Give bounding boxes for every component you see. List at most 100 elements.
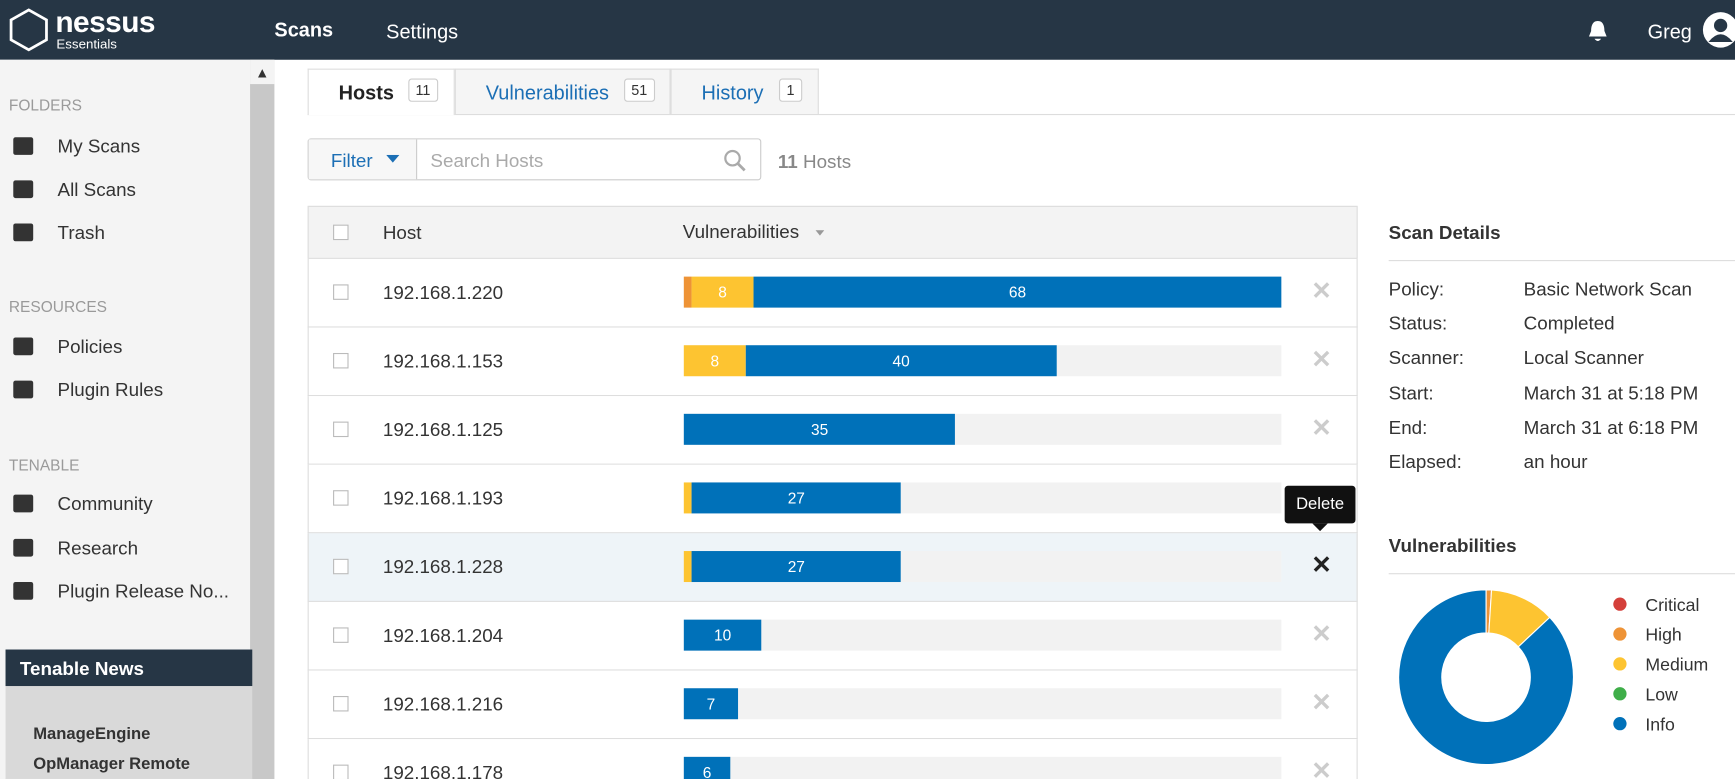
table-row[interactable]: 192.168.1.125 35 ✕	[307, 396, 1358, 465]
nav-item[interactable]: Plugin Rules	[57, 379, 164, 401]
nav-icon[interactable]	[13, 538, 34, 557]
column-vulns[interactable]: Vulnerabilities	[682, 221, 800, 243]
tab[interactable]: Hosts 11	[307, 68, 455, 116]
nav-icon[interactable]	[13, 137, 34, 155]
donut-chart: Critical High Medium Low Info	[1398, 589, 1708, 766]
row-checkbox[interactable]	[333, 284, 349, 300]
bar-segment[interactable]: 10	[683, 619, 762, 651]
nav-item[interactable]: Research	[57, 537, 139, 559]
host[interactable]: 192.168.1.153	[382, 350, 504, 372]
nav-icon[interactable]	[13, 380, 34, 399]
news-headline[interactable]: OpManager Remote	[33, 754, 190, 774]
detail-value: Basic Network Scan	[1523, 278, 1692, 300]
legend-dot	[1613, 627, 1627, 641]
table-row[interactable]: 192.168.1.204 10 ✕	[307, 601, 1358, 671]
nav-settings[interactable]: Settings	[386, 21, 459, 44]
user-name[interactable]: Greg	[1647, 21, 1692, 44]
brand: nessus	[55, 5, 155, 39]
row-checkbox[interactable]	[333, 490, 349, 506]
row-checkbox[interactable]	[333, 352, 349, 369]
bar-segment[interactable]: 8	[683, 345, 746, 377]
nav-icon[interactable]	[13, 337, 34, 356]
row-checkbox[interactable]	[333, 695, 349, 712]
nav-icon[interactable]	[13, 582, 34, 600]
tab-label[interactable]: History	[701, 81, 764, 105]
bar-segment[interactable]: 68	[753, 276, 1282, 308]
row-checkbox[interactable]	[333, 421, 349, 438]
bar-track: 7	[683, 688, 1282, 720]
delete-icon[interactable]: ✕	[1311, 756, 1332, 779]
host[interactable]: 192.168.1.228	[382, 556, 504, 578]
table-row[interactable]: 192.168.1.228 27 ✕	[307, 533, 1358, 602]
filter-button[interactable]	[308, 139, 418, 180]
row-checkbox[interactable]	[333, 558, 349, 575]
tooltip-arrow	[1312, 523, 1328, 532]
scroll-up[interactable]: ▲	[250, 59, 275, 85]
delete-icon[interactable]: ✕	[1311, 619, 1332, 648]
count: 11	[777, 151, 798, 173]
host[interactable]: 192.168.1.125	[382, 419, 504, 441]
news-title: Tenable News	[19, 658, 144, 680]
bar-segment[interactable]: 6	[683, 756, 731, 779]
tab-label[interactable]: Vulnerabilities	[485, 81, 610, 105]
column-host[interactable]: Host	[382, 222, 422, 244]
nav-icon[interactable]	[13, 223, 34, 242]
host[interactable]: 192.168.1.204	[382, 625, 504, 647]
row-checkbox[interactable]	[333, 627, 349, 643]
tab-label[interactable]: Hosts	[338, 81, 394, 105]
bar-segment[interactable]	[683, 551, 692, 583]
bar-segment[interactable]	[683, 482, 692, 514]
tooltip: Delete	[1284, 485, 1356, 524]
nav-item[interactable]: Trash	[57, 222, 105, 244]
rule	[1388, 573, 1735, 575]
bar-track: 35	[683, 413, 1282, 445]
nav-item[interactable]: Plugin Release No...	[57, 580, 230, 602]
table-row[interactable]: 192.168.1.178 6 ✕	[307, 739, 1358, 779]
host[interactable]: 192.168.1.216	[382, 693, 504, 715]
host[interactable]: 192.168.1.193	[382, 487, 504, 509]
bell-icon[interactable]	[1587, 19, 1609, 43]
search-input[interactable]: Search Hosts	[430, 150, 544, 172]
host[interactable]: 192.168.1.178	[382, 762, 504, 779]
select-all[interactable]	[333, 224, 349, 241]
delete-icon[interactable]: ✕	[1311, 551, 1332, 579]
bar-segment[interactable]: 40	[745, 345, 1057, 377]
table-row[interactable]: 192.168.1.216 7 ✕	[307, 670, 1358, 740]
delete-icon[interactable]: ✕	[1311, 413, 1332, 442]
host-count: 11 Hosts	[778, 152, 851, 174]
bar-segment[interactable]: 27	[691, 551, 902, 583]
news-headline[interactable]: ManageEngine	[33, 724, 151, 744]
nav-item[interactable]: Community	[57, 493, 153, 515]
tab-count: 1	[778, 78, 803, 102]
nav-icon[interactable]	[13, 494, 34, 513]
bar-segment[interactable]: 35	[683, 413, 956, 445]
table-row[interactable]: 192.168.1.220 8 68 ✕	[307, 258, 1358, 328]
top-bar: nessus Essentials Scans Settings Greg	[0, 0, 1735, 60]
nav-icon[interactable]	[13, 180, 34, 199]
tab[interactable]: Vulnerabilities 51	[454, 68, 671, 114]
nav-item[interactable]: All Scans	[57, 179, 136, 201]
bar-segment[interactable]: 8	[691, 276, 754, 308]
host[interactable]: 192.168.1.220	[382, 282, 504, 304]
table-header: Host Vulnerabilities	[307, 205, 1358, 259]
search-icon[interactable]	[724, 149, 746, 172]
delete-icon[interactable]: ✕	[1311, 276, 1332, 305]
tab[interactable]: History 1	[670, 68, 819, 114]
nav-scans[interactable]: Scans	[274, 18, 334, 41]
delete-icon[interactable]: ✕	[1311, 345, 1332, 373]
bar-segment[interactable]	[683, 276, 692, 308]
filter-label[interactable]: Filter	[330, 150, 373, 172]
bar-segment[interactable]: 7	[683, 688, 739, 720]
scrollbar[interactable]: ▲	[250, 59, 275, 779]
nav-item[interactable]: My Scans	[57, 136, 141, 158]
avatar[interactable]	[1702, 11, 1735, 49]
nav-item[interactable]: Policies	[57, 336, 123, 358]
bar-segment[interactable]: 27	[691, 482, 902, 514]
row-checkbox[interactable]	[333, 764, 349, 779]
delete-icon[interactable]: ✕	[1311, 688, 1332, 716]
bar-track: 27	[683, 482, 1282, 514]
bar-track: 10	[683, 619, 1282, 651]
table-row[interactable]: 192.168.1.153 8 40 ✕	[307, 327, 1358, 397]
news-panel: Tenable News ManageEngine OpManager Remo…	[5, 649, 253, 779]
